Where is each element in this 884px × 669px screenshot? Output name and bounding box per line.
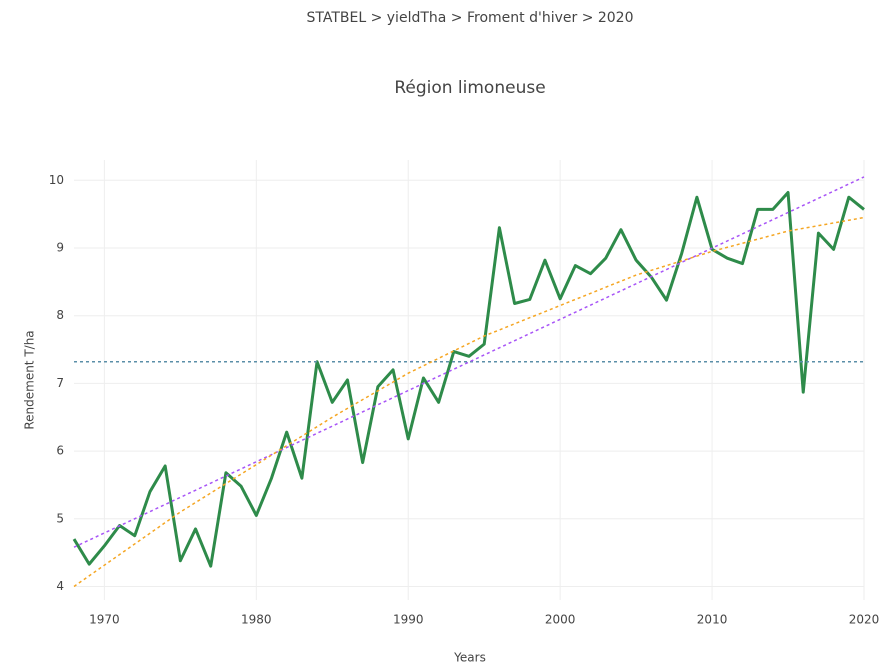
- y-tick-label: 7: [56, 376, 64, 390]
- y-tick-label: 5: [56, 511, 64, 525]
- x-tick-label: 1970: [89, 613, 120, 627]
- trend-line: [73, 216, 865, 588]
- x-tick-label: 2000: [545, 613, 576, 627]
- data-line: [72, 190, 865, 568]
- breadcrumb: STATBEL > yieldTha > Froment d'hiver > 2…: [307, 10, 634, 26]
- chart-title: Région limoneuse: [394, 78, 545, 98]
- y-tick-label: 9: [56, 241, 64, 255]
- y-tick-label: 10: [49, 173, 64, 187]
- y-tick-label: 6: [56, 444, 64, 458]
- x-tick-label: 2020: [849, 613, 880, 627]
- x-tick-label: 2010: [697, 613, 728, 627]
- y-tick-label: 4: [56, 579, 64, 593]
- y-axis-label: Rendement T/ha: [23, 330, 37, 429]
- x-axis-label: Years: [453, 651, 486, 665]
- y-tick-label: 8: [56, 308, 64, 322]
- x-tick-label: 1990: [393, 613, 424, 627]
- trend-line: [73, 176, 865, 548]
- x-tick-label: 1980: [241, 613, 272, 627]
